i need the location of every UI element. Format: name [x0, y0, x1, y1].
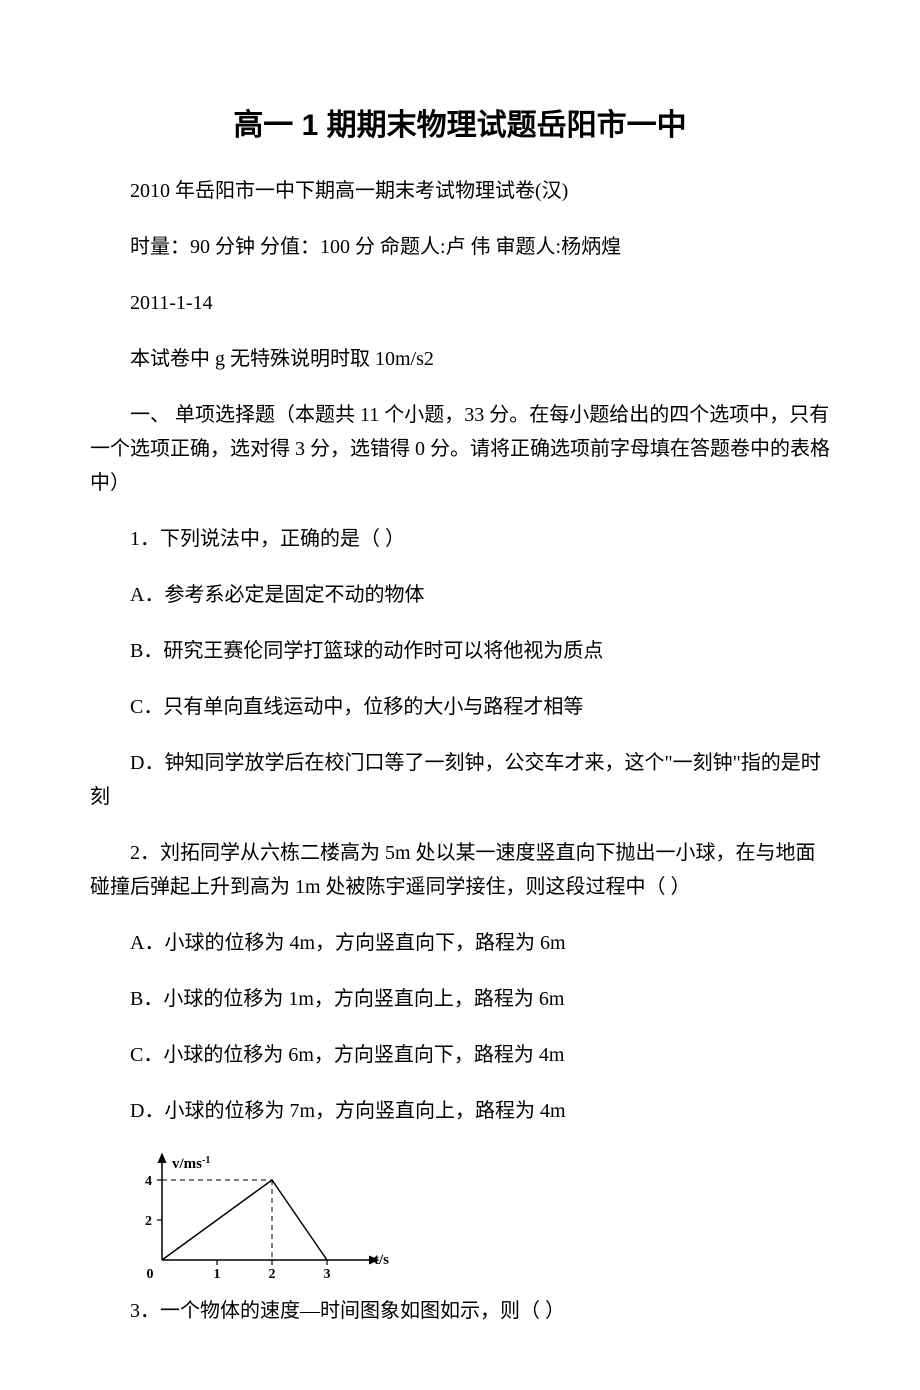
header-line-1: 2010 年岳阳市一中下期高一期末考试物理试卷(汉): [90, 174, 830, 208]
svg-text:0: 0: [147, 1267, 154, 1280]
q1-option-b: B．研究王赛伦同学打篮球的动作时可以将他视为质点: [90, 634, 830, 668]
q1-option-d: D．钟知同学放学后在校门口等了一刻钟，公交车才来，这个"一刻钟"指的是时刻: [90, 746, 830, 814]
header-line-4: 本试卷中 g 无特殊说明时取 10m/s2: [90, 342, 830, 376]
q2-option-d: D．小球的位移为 7m，方向竖直向上，路程为 4m: [90, 1094, 830, 1128]
header-line-3: 2011-1-14: [90, 286, 830, 320]
header-line-2: 时量：90 分钟 分值：100 分 命题人:卢 伟 审题人:杨炳煌: [90, 230, 830, 264]
svg-text:3: 3: [324, 1267, 331, 1280]
q1-option-a: A．参考系必定是固定不动的物体: [90, 578, 830, 612]
q1-option-c: C．只有单向直线运动中，位移的大小与路程才相等: [90, 690, 830, 724]
q2-option-b: B．小球的位移为 1m，方向竖直向上，路程为 6m: [90, 982, 830, 1016]
q2-option-a: A．小球的位移为 4m，方向竖直向下，路程为 6m: [90, 926, 830, 960]
svg-text:2: 2: [269, 1267, 276, 1280]
q3-stem: 3．一个物体的速度—时间图象如图如示，则（ ）: [90, 1294, 830, 1328]
document-title: 高一 1 期期末物理试题岳阳市一中: [90, 100, 830, 144]
section-1-title: 一、 单项选择题（本题共 11 个小题，33 分。在每小题给出的四个选项中，只有…: [90, 398, 830, 500]
svg-text:v/ms-1: v/ms-1: [172, 1155, 210, 1173]
q1-stem: 1．下列说法中，正确的是（ ）: [90, 522, 830, 556]
velocity-time-chart: 0 1 2 3 2 4 v/ms-1 t/s: [122, 1150, 830, 1280]
svg-text:t/s: t/s: [374, 1252, 389, 1268]
q2-option-c: C．小球的位移为 6m，方向竖直向下，路程为 4m: [90, 1038, 830, 1072]
q2-stem: 2．刘拓同学从六栋二楼高为 5m 处以某一速度竖直向下抛出一小球，在与地面碰撞后…: [90, 836, 830, 904]
svg-text:4: 4: [145, 1174, 152, 1189]
svg-text:1: 1: [214, 1267, 221, 1280]
svg-text:2: 2: [145, 1214, 152, 1229]
